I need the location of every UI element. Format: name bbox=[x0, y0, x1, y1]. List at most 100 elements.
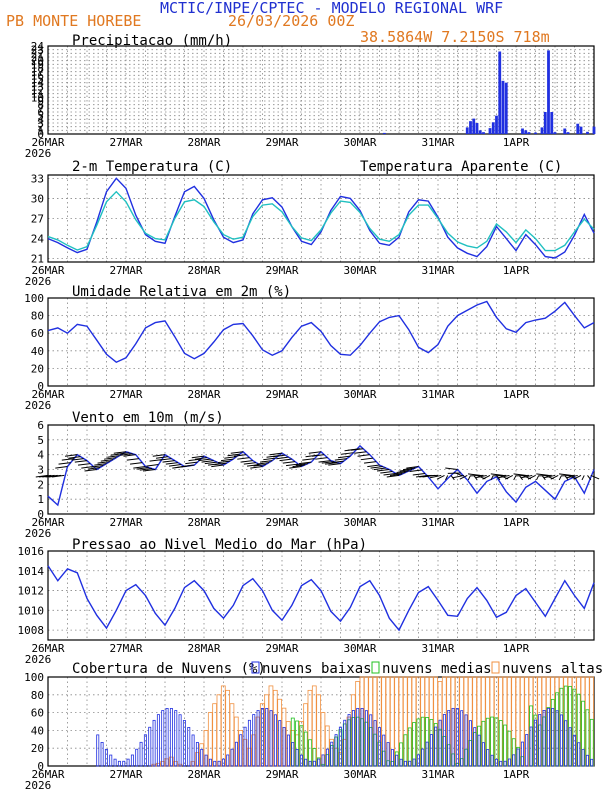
y-tick-label: 19 bbox=[31, 58, 44, 71]
wind-arrow bbox=[573, 474, 582, 480]
panel-title: Precipitacao (mm/h) bbox=[72, 33, 232, 49]
wind-arrow bbox=[490, 475, 494, 481]
wind-arrow bbox=[467, 475, 471, 481]
cloud-bar-low bbox=[265, 708, 269, 767]
cloud-bar-low bbox=[156, 714, 160, 767]
cloud-bar-low bbox=[360, 708, 364, 767]
wind-arrow bbox=[308, 451, 322, 454]
x-tick-label: 29MAR bbox=[265, 388, 298, 401]
precip-bar bbox=[469, 121, 472, 134]
x-tick-label: 1APR bbox=[503, 768, 530, 781]
wind-arrow bbox=[100, 459, 114, 462]
precip-bar bbox=[576, 123, 580, 134]
cloud-bar-low bbox=[104, 748, 108, 767]
cloud-bar-low bbox=[555, 710, 559, 767]
wind-arrow bbox=[152, 454, 166, 457]
cloud-bar-low bbox=[403, 760, 407, 767]
wind-arrow bbox=[386, 474, 400, 478]
cloud-bar-low bbox=[516, 748, 520, 767]
legend-apparent-temp: Temperatura Aparente (C) bbox=[360, 159, 562, 175]
wind-arrow bbox=[558, 475, 562, 481]
wind-arrow bbox=[97, 461, 110, 464]
cloud-bar-low bbox=[468, 720, 472, 767]
cloud-bar-low bbox=[230, 748, 234, 767]
cloud-bar-low bbox=[382, 734, 386, 767]
cloud-bar-low bbox=[148, 726, 152, 767]
cloud-bar-low bbox=[507, 758, 511, 767]
x-tick-label: 28MAR bbox=[187, 642, 220, 655]
cloud-bar-low bbox=[334, 734, 338, 767]
x-tick-label: 28MAR bbox=[187, 516, 220, 529]
wind-arrow bbox=[113, 451, 127, 454]
panel-temp: 21 24 27 30 33 26MAR 27MAR 28MAR 29MAR 30MAR 31MAR… bbox=[25, 159, 595, 288]
y-tick-label: 17 bbox=[31, 66, 44, 79]
precip-bar bbox=[478, 130, 482, 134]
y-tick-label: 21 bbox=[31, 51, 44, 64]
x-tick-label: 1APR bbox=[503, 388, 530, 401]
wind-arrow bbox=[331, 460, 344, 464]
wind-arrow bbox=[505, 474, 513, 480]
cloud-bar-low bbox=[291, 742, 295, 767]
wind-arrow bbox=[168, 464, 182, 467]
cloud-bar-low bbox=[191, 734, 195, 767]
wind-arrow bbox=[289, 466, 302, 469]
wind-arrow bbox=[436, 474, 445, 480]
cloud-bar-low bbox=[503, 760, 507, 767]
wind-arrow bbox=[211, 464, 224, 468]
wind-arrow bbox=[253, 464, 266, 467]
cloud-bar-low bbox=[126, 758, 130, 767]
x-tick-label: 29MAR bbox=[265, 516, 298, 529]
wind-arrow bbox=[51, 474, 65, 478]
x-tick-label: 28MAR bbox=[187, 768, 220, 781]
x-tick-label: 27MAR bbox=[109, 136, 142, 149]
wind-arrow bbox=[292, 464, 305, 468]
cloud-bar-low bbox=[408, 760, 412, 767]
cloud-bar-low bbox=[295, 749, 299, 767]
cloud-bar-low bbox=[252, 714, 256, 767]
wind-arrow bbox=[363, 461, 377, 464]
wind-arrow bbox=[246, 464, 260, 467]
wind-arrow bbox=[498, 474, 510, 479]
wind-arrow bbox=[68, 456, 81, 459]
wind-arrow bbox=[282, 461, 296, 464]
precip-bar bbox=[491, 122, 495, 134]
wind-arrow bbox=[399, 469, 413, 472]
wind-arrow bbox=[94, 463, 107, 466]
legend-label: nuvens altas bbox=[502, 661, 603, 677]
wind-arrow bbox=[406, 466, 419, 469]
cloud-bar-low bbox=[373, 720, 377, 767]
wind-arrow bbox=[87, 467, 101, 470]
wind-arrow bbox=[123, 454, 136, 457]
cloud-bar-low bbox=[572, 734, 576, 767]
series-line-pressao bbox=[47, 565, 595, 632]
wind-arrow bbox=[159, 458, 172, 461]
series-line-temperatura-aparente-c- bbox=[47, 190, 595, 252]
wind-arrow bbox=[155, 456, 169, 459]
wind-arrow bbox=[311, 454, 325, 457]
y-tick-label: 60 bbox=[31, 327, 44, 340]
wind-arrow bbox=[337, 455, 351, 459]
y-tick-label: 5 bbox=[37, 434, 44, 447]
cloud-bar-low bbox=[460, 710, 464, 767]
x-tick-label: 31MAR bbox=[421, 516, 454, 529]
cloud-bar-middle bbox=[498, 720, 503, 767]
cloud-bar-low bbox=[499, 760, 503, 767]
wind-arrow bbox=[520, 474, 533, 479]
y-tick-label: 0 bbox=[37, 380, 44, 393]
cloud-bar-low bbox=[182, 720, 186, 767]
wind-arrow bbox=[276, 456, 289, 460]
wind-arrow bbox=[513, 475, 517, 481]
cloud-bar-low bbox=[269, 710, 273, 767]
wind-arrow bbox=[527, 474, 536, 480]
cloud-bar-middle bbox=[407, 727, 412, 767]
cloud-bar-low bbox=[174, 710, 178, 767]
wind-arrow bbox=[217, 460, 231, 464]
x-tick-label: 26MAR bbox=[31, 642, 64, 655]
cloud-bar-high bbox=[207, 712, 213, 767]
y-tick-label: 4 bbox=[37, 113, 44, 126]
panel-humidity: 0 20 40 60 80 100 26MAR 27MAR 28MAR 29MAR 30MAR 31M… bbox=[24, 284, 595, 412]
cloud-bar-low bbox=[585, 754, 589, 767]
precip-bar bbox=[547, 50, 550, 134]
precip-bar bbox=[382, 132, 386, 134]
